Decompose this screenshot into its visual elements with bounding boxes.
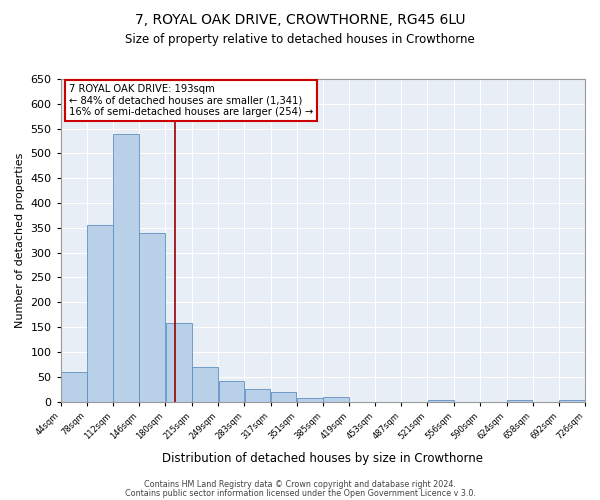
Bar — [218, 381, 244, 402]
Bar — [559, 400, 584, 402]
Text: 7 ROYAL OAK DRIVE: 193sqm
← 84% of detached houses are smaller (1,341)
16% of se: 7 ROYAL OAK DRIVE: 193sqm ← 84% of detac… — [68, 84, 313, 117]
Bar — [61, 372, 86, 402]
Bar — [166, 323, 192, 402]
Bar — [245, 389, 270, 402]
Bar — [193, 368, 218, 402]
Bar — [507, 400, 532, 402]
Text: 7, ROYAL OAK DRIVE, CROWTHORNE, RG45 6LU: 7, ROYAL OAK DRIVE, CROWTHORNE, RG45 6LU — [135, 12, 465, 26]
Y-axis label: Number of detached properties: Number of detached properties — [15, 152, 25, 328]
X-axis label: Distribution of detached houses by size in Crowthorne: Distribution of detached houses by size … — [163, 452, 484, 465]
Text: Size of property relative to detached houses in Crowthorne: Size of property relative to detached ho… — [125, 32, 475, 46]
Text: Contains HM Land Registry data © Crown copyright and database right 2024.: Contains HM Land Registry data © Crown c… — [144, 480, 456, 489]
Bar — [271, 392, 296, 402]
Text: Contains public sector information licensed under the Open Government Licence v : Contains public sector information licen… — [125, 488, 475, 498]
Bar — [428, 400, 454, 402]
Bar — [297, 398, 323, 402]
Bar — [87, 225, 113, 402]
Bar — [113, 134, 139, 402]
Bar — [139, 234, 165, 402]
Bar — [323, 396, 349, 402]
